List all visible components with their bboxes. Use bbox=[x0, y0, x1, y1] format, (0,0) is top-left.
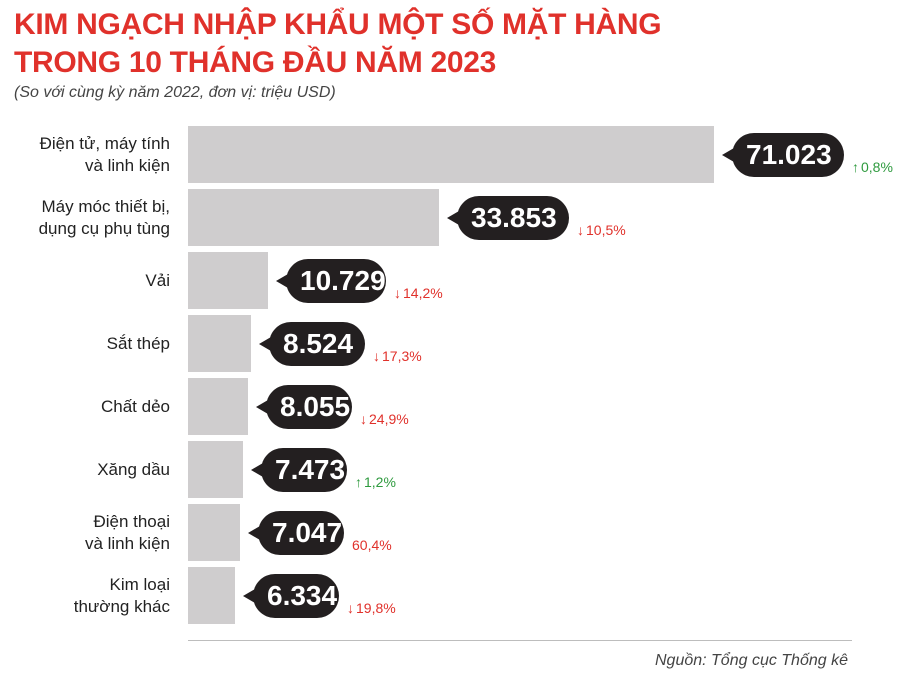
title-line-2: TRONG 10 THÁNG ĐẦU NĂM 2023 bbox=[14, 46, 496, 79]
bar bbox=[188, 252, 268, 309]
value-label-text: 7.047 bbox=[272, 516, 343, 548]
value-label: 71.023 bbox=[722, 132, 844, 177]
change-indicator: ↑ 1,2% bbox=[355, 474, 396, 490]
value-label-pointer bbox=[256, 399, 268, 414]
category-label-line: Chất dẻo bbox=[101, 396, 170, 416]
category-label: Chất dẻo bbox=[0, 396, 170, 418]
category-label-line: Điện thoại bbox=[93, 511, 170, 531]
category-label-line: Điện tử, máy tính bbox=[39, 133, 170, 153]
title-line-1: KIM NGẠCH NHẬP KHẨU MỘT SỐ MẶT HÀNG bbox=[14, 8, 662, 41]
category-label: Vải bbox=[0, 270, 170, 292]
category-label-line: Xăng dầu bbox=[97, 459, 170, 479]
bar-row: Điện thoại và linh kiện 7.047 60,4% bbox=[0, 504, 900, 561]
bar bbox=[188, 189, 439, 246]
category-label-line: và linh kiện bbox=[84, 533, 170, 553]
value-label: 8.524 bbox=[259, 321, 365, 366]
change-text: 19,8% bbox=[356, 599, 396, 616]
chart-subtitle: (So với cùng kỳ năm 2022, đơn vị: triệu … bbox=[14, 84, 336, 101]
bar-row: Chất dẻo 8.055 ↓ 24,9% bbox=[0, 378, 900, 435]
category-label-line: Kim loại bbox=[109, 574, 170, 594]
value-label: 10.729 bbox=[276, 258, 386, 303]
category-label: Điện thoại và linh kiện bbox=[0, 511, 170, 555]
category-label-line: và linh kiện bbox=[84, 155, 170, 175]
value-label-text: 7.473 bbox=[275, 453, 346, 485]
change-indicator: ↓ 14,2% bbox=[394, 285, 443, 301]
value-label-text: 8.055 bbox=[280, 390, 351, 422]
category-label: Xăng dầu bbox=[0, 459, 170, 481]
value-label-text: 71.023 bbox=[746, 138, 832, 170]
arrow-down-icon: ↓ bbox=[347, 599, 354, 616]
category-label: Máy móc thiết bị, dụng cụ phụ tùng bbox=[0, 196, 170, 240]
arrow-down-icon: ↓ bbox=[394, 284, 401, 301]
category-label-line: Máy móc thiết bị, bbox=[41, 196, 171, 216]
bar bbox=[188, 504, 240, 561]
change-text: 17,3% bbox=[382, 347, 422, 364]
value-label-pointer bbox=[722, 147, 734, 162]
bar bbox=[188, 567, 235, 624]
value-label-pointer bbox=[248, 525, 260, 540]
baseline bbox=[188, 640, 852, 641]
chart-title: KIM NGẠCH NHẬP KHẨU MỘT SỐ MẶT HÀNG TRON… bbox=[14, 6, 662, 82]
value-label-pointer bbox=[276, 273, 288, 288]
value-label-pointer bbox=[259, 336, 271, 351]
bar-row: Vải 10.729 ↓ 14,2% bbox=[0, 252, 900, 309]
bar bbox=[188, 378, 248, 435]
bar-row: Xăng dầu 7.473 ↑ 1,2% bbox=[0, 441, 900, 498]
change-text: 14,2% bbox=[403, 284, 443, 301]
category-label-line: thường khác bbox=[73, 596, 170, 616]
value-label-pointer bbox=[243, 588, 255, 603]
value-label: 6.334 bbox=[243, 573, 339, 618]
category-label: Kim loại thường khác bbox=[0, 574, 170, 618]
change-text: 0,8% bbox=[861, 158, 893, 175]
value-label-text: 10.729 bbox=[300, 264, 386, 296]
value-label: 8.055 bbox=[256, 384, 352, 429]
bar bbox=[188, 315, 251, 372]
arrow-up-icon: ↑ bbox=[355, 473, 362, 490]
category-label-line: Vải bbox=[145, 270, 170, 290]
value-label: 7.473 bbox=[251, 447, 347, 492]
change-indicator: ↓ 17,3% bbox=[373, 348, 422, 364]
arrow-up-icon: ↑ bbox=[852, 158, 859, 175]
bar-row: Điện tử, máy tính và linh kiện 71.023 ↑ 0,8% bbox=[0, 126, 900, 183]
value-label: 7.047 bbox=[248, 510, 344, 555]
change-indicator: ↓ 10,5% bbox=[577, 222, 626, 238]
value-label-text: 33.853 bbox=[471, 201, 557, 233]
value-label-pointer bbox=[251, 462, 263, 477]
change-text: 60,4% bbox=[352, 536, 392, 553]
category-label: Điện tử, máy tính và linh kiện bbox=[0, 133, 170, 177]
category-label-line: Sắt thép bbox=[106, 333, 170, 353]
change-indicator: ↑ 0,8% bbox=[852, 159, 893, 175]
category-label: Sắt thép bbox=[0, 333, 170, 355]
bar-row: Máy móc thiết bị, dụng cụ phụ tùng 33.853 ↓… bbox=[0, 189, 900, 246]
change-text: 24,9% bbox=[369, 410, 409, 427]
value-label-pointer bbox=[447, 210, 459, 225]
arrow-down-icon: ↓ bbox=[360, 410, 367, 427]
bar bbox=[188, 126, 714, 183]
value-label: 33.853 bbox=[447, 195, 569, 240]
arrow-down-icon: ↓ bbox=[373, 347, 380, 364]
arrow-down-icon: ↓ bbox=[577, 221, 584, 238]
bar-row: Sắt thép 8.524 ↓ 17,3% bbox=[0, 315, 900, 372]
change-indicator: ↓ 19,8% bbox=[347, 600, 396, 616]
source-note: Nguồn: Tổng cục Thống kê bbox=[654, 652, 848, 669]
change-indicator: ↓ 24,9% bbox=[360, 411, 409, 427]
bar-row: Kim loại thường khác 6.334 ↓ 19,8% bbox=[0, 567, 900, 624]
change-indicator: 60,4% bbox=[352, 537, 392, 553]
category-label-line: dụng cụ phụ tùng bbox=[38, 218, 170, 238]
value-label-text: 8.524 bbox=[283, 327, 354, 359]
change-text: 1,2% bbox=[364, 473, 396, 490]
value-label-text: 6.334 bbox=[267, 579, 338, 611]
change-text: 10,5% bbox=[586, 221, 626, 238]
bar bbox=[188, 441, 243, 498]
